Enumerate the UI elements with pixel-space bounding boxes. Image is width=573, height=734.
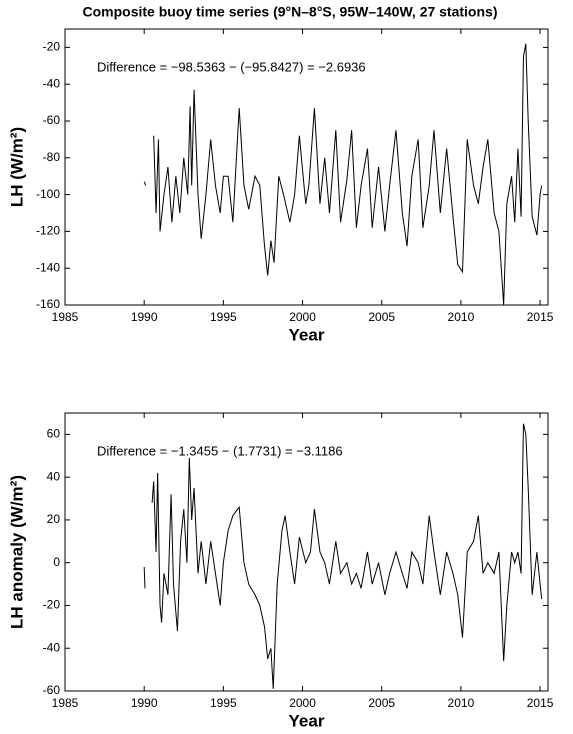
y-tick-label: -40 (43, 76, 61, 90)
x-axis-label: Year (289, 711, 325, 729)
x-tick-label: 1995 (210, 696, 237, 710)
x-tick-label: 1990 (131, 696, 158, 710)
x-tick-label: 1995 (210, 310, 237, 324)
x-tick-label: 2000 (289, 310, 316, 324)
x-axis-label: Year (289, 325, 325, 344)
y-tick-label: -60 (43, 683, 61, 697)
data-line (143, 43, 543, 306)
y-tick-label: -20 (43, 40, 61, 54)
annotation: Difference = −1.3455 − (1.7731) = −3.118… (97, 443, 343, 458)
y-axis-label: LH anomaly (W/m²) (7, 475, 26, 629)
y-tick-label: -100 (36, 187, 60, 201)
x-tick-label: 1985 (52, 310, 79, 324)
x-tick-label: 2015 (527, 310, 554, 324)
y-tick-label: -120 (36, 224, 60, 238)
x-tick-label: 2000 (289, 696, 316, 710)
chart-title: Composite buoy time series (9°N–8°S, 95W… (82, 4, 497, 20)
y-tick-label: 0 (53, 555, 60, 569)
y-tick-label: -20 (43, 598, 61, 612)
x-tick-label: 2005 (368, 696, 395, 710)
x-tick-label: 2005 (368, 310, 395, 324)
plot-frame (64, 28, 549, 306)
y-tick-label: 40 (47, 469, 61, 483)
y-tick-label: -80 (43, 150, 61, 164)
x-tick-label: 1990 (131, 310, 158, 324)
annotation: Difference = −98.5363 − (−95.8427) = −2.… (97, 59, 366, 74)
x-tick-label: 1985 (52, 696, 79, 710)
y-tick-label: -40 (43, 640, 61, 654)
plot-frame (64, 412, 549, 692)
x-tick-label: 2010 (448, 310, 475, 324)
y-tick-label: -160 (36, 297, 60, 311)
x-tick-label: 2010 (448, 696, 475, 710)
x-tick-label: 2015 (527, 696, 554, 710)
y-tick-label: -140 (36, 260, 60, 274)
y-axis-label: LH (W/m²) (7, 127, 26, 207)
y-tick-label: 20 (47, 512, 61, 526)
y-tick-label: -60 (43, 113, 61, 127)
data-line (143, 423, 543, 689)
y-tick-label: 60 (47, 427, 61, 441)
